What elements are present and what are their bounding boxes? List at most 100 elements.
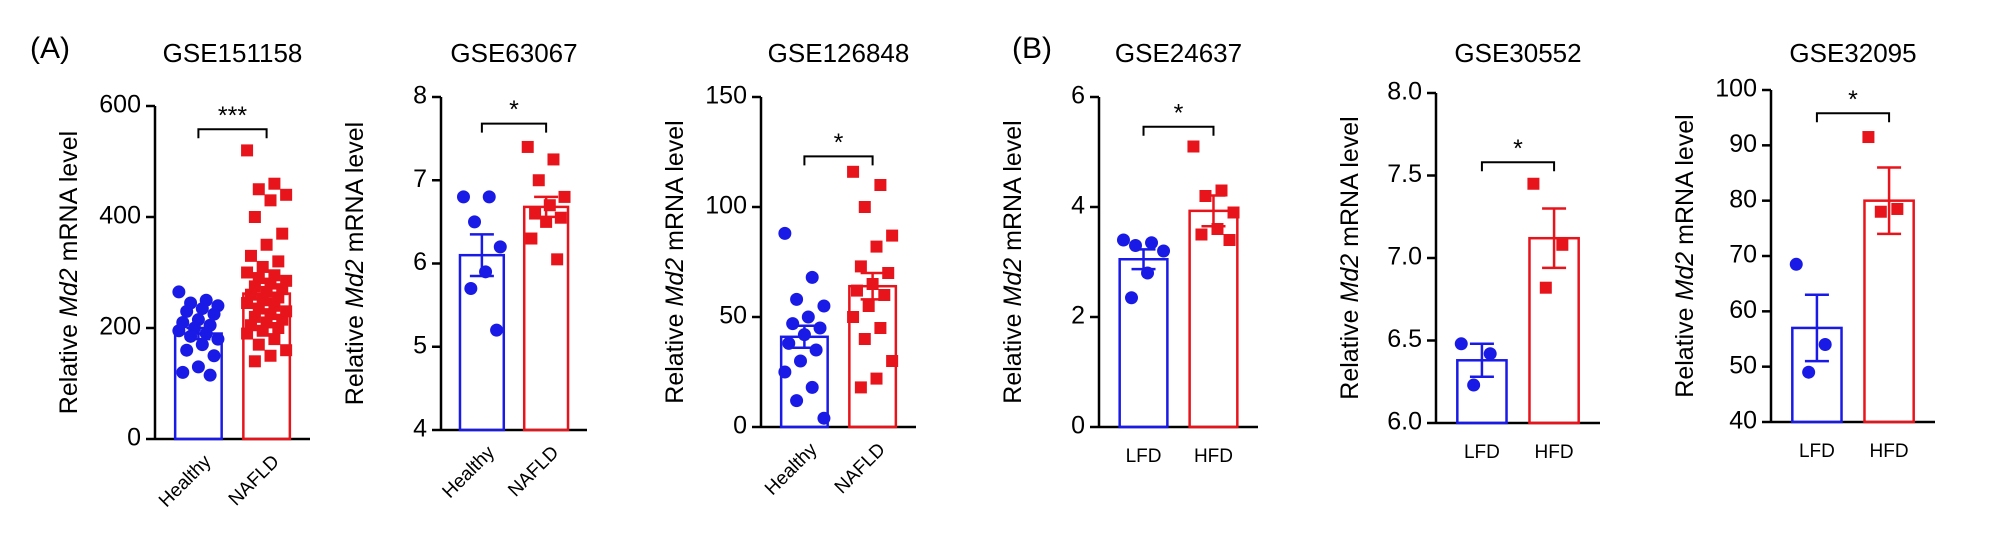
data-point — [1818, 338, 1832, 352]
y-label-part: Relative — [661, 313, 689, 403]
panel-label: (B) — [1012, 32, 1052, 65]
data-point — [241, 297, 254, 310]
data-point — [805, 270, 819, 284]
y-tick-label: 100 — [1715, 75, 1757, 103]
data-point — [256, 324, 269, 337]
data-point — [195, 302, 209, 316]
y-label-gene: Md2 — [1671, 252, 1699, 301]
data-point — [241, 266, 254, 279]
y-tick-label: 50 — [719, 302, 747, 330]
data-point — [1556, 238, 1569, 251]
y-tick-label: 6.0 — [1387, 408, 1422, 436]
data-point — [870, 372, 883, 385]
data-point — [252, 338, 265, 351]
y-label-part: Relative — [341, 315, 369, 405]
y-tick-label: 8.0 — [1387, 78, 1422, 106]
y-tick-label: 200 — [99, 313, 141, 341]
data-point — [886, 355, 899, 367]
y-label-part: Relative — [1336, 309, 1364, 399]
data-point — [882, 267, 895, 279]
data-point — [1215, 184, 1228, 197]
data-point — [195, 338, 209, 352]
data-point — [790, 292, 804, 306]
error-bar — [1469, 342, 1494, 379]
data-point — [479, 265, 493, 279]
y-tick-label: 6 — [1071, 82, 1085, 110]
data-point — [468, 215, 482, 229]
data-point — [1862, 131, 1875, 144]
data-point — [532, 174, 545, 187]
data-point — [268, 177, 281, 190]
chart-title: GSE151158 — [163, 38, 303, 68]
data-point — [211, 332, 225, 346]
y-tick-label: 0 — [733, 412, 747, 440]
data-point — [1891, 202, 1904, 215]
data-point — [172, 285, 186, 299]
data-point — [858, 333, 871, 345]
x-tick-label: LFD — [1799, 441, 1835, 462]
y-tick-label: 0 — [1071, 412, 1085, 440]
x-tick-label: NAFLD — [225, 451, 284, 510]
y-tick-label: 7.5 — [1387, 160, 1422, 188]
y-tick-label: 40 — [1729, 407, 1757, 435]
chart-title: GSE24637 — [1115, 38, 1242, 68]
y-tick-label: 7 — [413, 165, 427, 193]
data-point — [180, 304, 194, 318]
data-point — [256, 260, 269, 273]
y-tick-label: 60 — [1729, 296, 1757, 324]
y-tick-label: 6.5 — [1387, 325, 1422, 353]
y-label-part: mRNA level — [661, 120, 689, 251]
x-tick-label: HFD — [1194, 446, 1233, 467]
y-label-part: Relative — [55, 324, 83, 414]
chart-title: GSE30552 — [1454, 38, 1581, 68]
y-label-part: Relative — [1671, 307, 1699, 397]
data-point — [244, 249, 257, 262]
data-point — [805, 380, 819, 394]
y-tick-label: 400 — [99, 202, 141, 230]
data-point — [1789, 257, 1803, 271]
data-point — [1199, 190, 1212, 202]
y-tick-label: 6 — [413, 248, 427, 276]
y-tick-label: 0 — [127, 424, 141, 452]
y-tick-label: 150 — [705, 82, 747, 110]
data-point — [1124, 291, 1138, 305]
x-tick-label: Healthy — [439, 442, 500, 503]
data-point — [790, 394, 804, 408]
data-point — [464, 281, 478, 295]
y-tick-label: 100 — [705, 192, 747, 220]
data-point — [268, 333, 281, 346]
data-point — [521, 140, 534, 153]
data-point — [180, 343, 194, 357]
y-tick-label: 4 — [413, 415, 427, 443]
data-point — [207, 307, 221, 321]
data-point — [543, 199, 556, 212]
significance-label: * — [1174, 99, 1184, 127]
data-point — [1227, 206, 1240, 219]
y-label-part: mRNA level — [55, 131, 83, 262]
data-point — [817, 411, 831, 425]
y-axis-label: Relative Md2 mRNA level — [1671, 114, 1699, 397]
data-point — [797, 328, 811, 342]
data-point — [1187, 140, 1200, 153]
data-point — [172, 324, 186, 338]
data-point — [850, 284, 863, 297]
data-point — [874, 179, 887, 191]
data-point — [870, 240, 883, 253]
data-point — [886, 229, 899, 242]
y-label-part: mRNA level — [1671, 114, 1699, 245]
data-point — [1129, 239, 1143, 252]
significance-bracket — [1480, 161, 1556, 172]
y-axis-label: Relative Md2 mRNA level — [1336, 116, 1364, 399]
error-bar — [1804, 293, 1829, 363]
data-point — [540, 215, 553, 228]
y-axis-label: Relative Md2 mRNA level — [999, 120, 1027, 403]
x-tick-label: LFD — [1464, 442, 1500, 463]
data-point — [1874, 205, 1887, 218]
data-point — [847, 165, 860, 178]
chart-title: GSE126848 — [768, 38, 910, 68]
data-point — [854, 381, 867, 394]
error-bar — [1542, 207, 1567, 270]
bar — [458, 253, 506, 432]
significance-label: * — [509, 96, 519, 124]
data-point — [786, 317, 800, 331]
